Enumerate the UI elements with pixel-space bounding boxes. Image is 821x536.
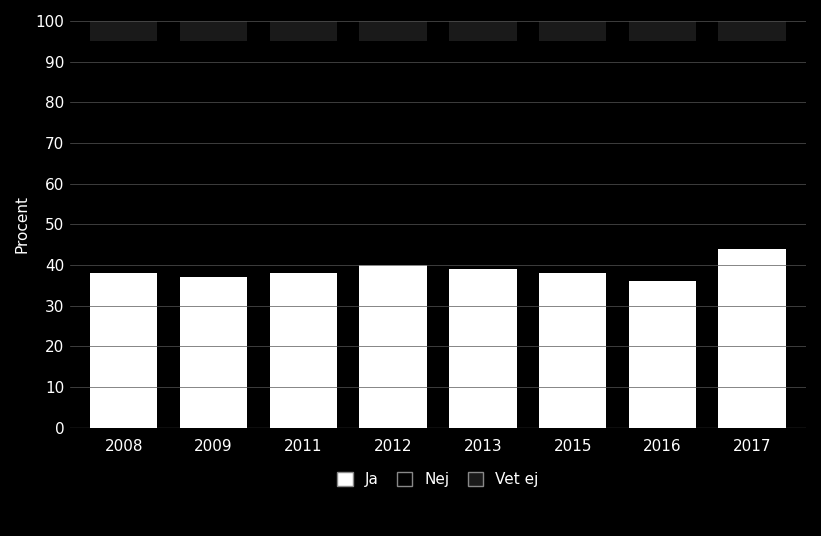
Bar [449, 269, 516, 428]
Bar [269, 41, 337, 273]
Bar [180, 41, 247, 277]
Bar [360, 21, 427, 41]
Bar [90, 273, 158, 428]
Bar [718, 21, 786, 41]
Bar [90, 21, 158, 41]
Bar [718, 41, 786, 249]
Bar [539, 41, 606, 273]
Bar [180, 277, 247, 428]
Y-axis label: Procent: Procent [15, 195, 30, 254]
Bar [539, 21, 606, 41]
Bar [360, 41, 427, 265]
Bar [180, 21, 247, 41]
Bar [269, 273, 337, 428]
Bar [90, 41, 158, 273]
Bar [360, 265, 427, 428]
Bar [449, 21, 516, 41]
Bar [539, 273, 606, 428]
Bar [269, 21, 337, 41]
Bar [449, 41, 516, 269]
Bar [718, 249, 786, 428]
Legend: Ja, Nej, Vet ej: Ja, Nej, Vet ej [331, 466, 545, 493]
Bar [629, 281, 696, 428]
Bar [629, 21, 696, 41]
Bar [629, 41, 696, 281]
